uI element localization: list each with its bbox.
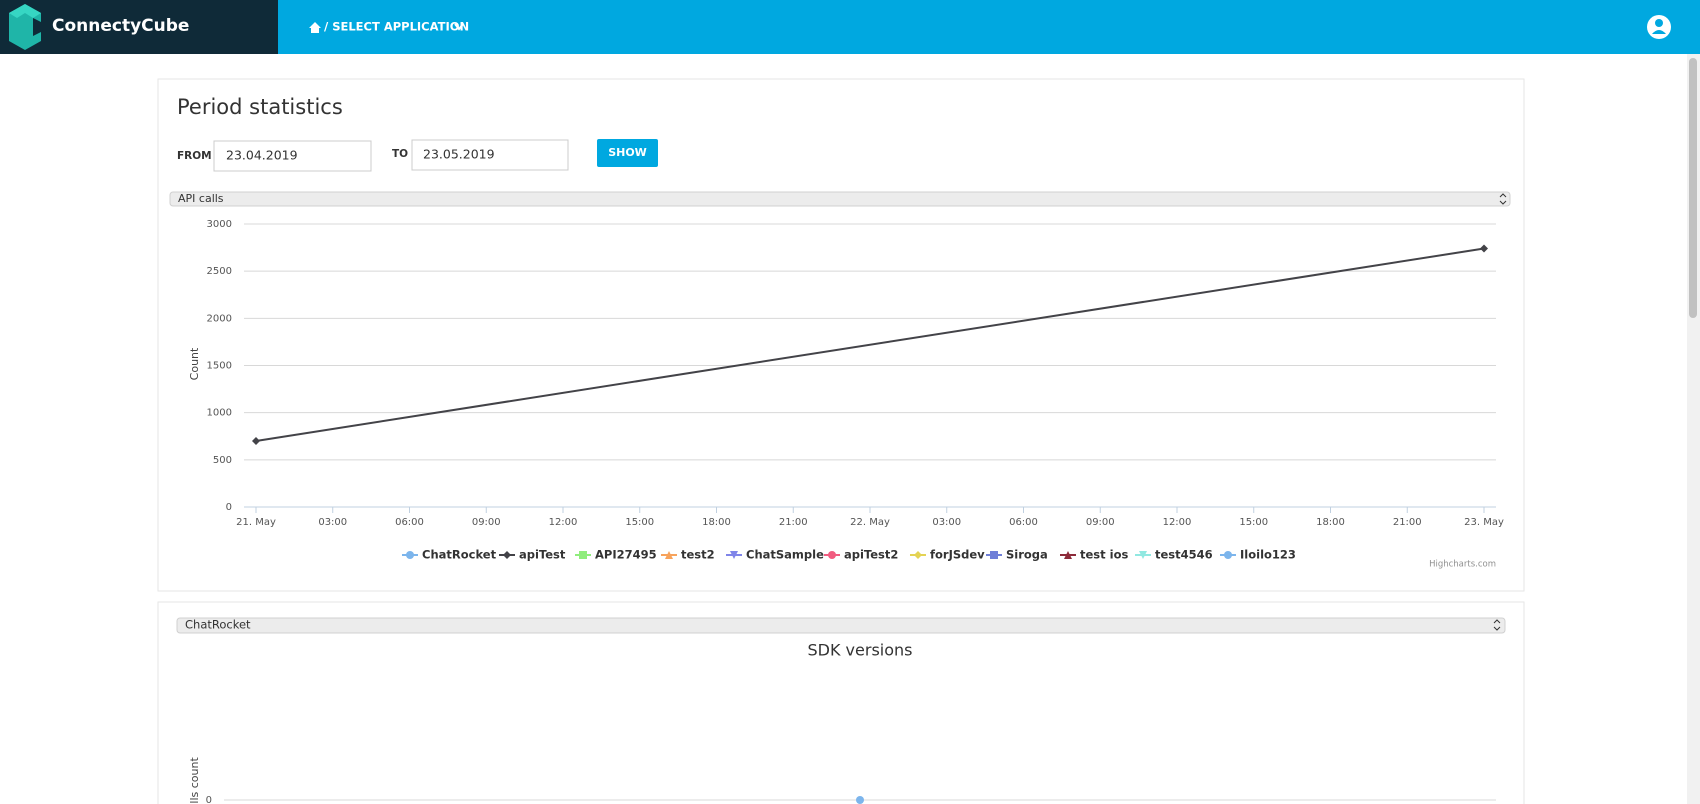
marker	[1139, 551, 1147, 559]
legend-entry[interactable]: ChatRocket	[422, 548, 497, 562]
y-tick-label: 3000	[207, 219, 232, 230]
x-tick-label: 09:00	[1086, 517, 1115, 528]
y-axis-label: Count	[188, 347, 201, 380]
x-tick-label: 06:00	[1009, 517, 1038, 528]
y-tick-label: 0	[206, 795, 212, 804]
legend-entry[interactable]: test2	[681, 548, 715, 562]
app-select[interactable]	[176, 617, 1506, 634]
user-icon-head	[1655, 19, 1663, 27]
x-tick-label: 06:00	[395, 517, 424, 528]
marker	[730, 551, 738, 559]
x-tick-label: 15:00	[1239, 517, 1268, 528]
y-tick-label: 500	[213, 455, 232, 466]
user-icon-body	[1652, 30, 1666, 34]
to-value: 23.05.2019	[423, 147, 495, 162]
select-arrows	[1493, 619, 1501, 631]
legend-entry[interactable]: apiTest2	[844, 548, 898, 562]
panel-title: Period statistics	[177, 95, 343, 119]
legend-entry[interactable]: test ios	[1080, 548, 1128, 562]
legend-entry[interactable]: ChatSample	[746, 548, 824, 562]
x-tick-label: 03:00	[318, 517, 347, 528]
x-tick-label: 03:00	[932, 517, 961, 528]
to-input[interactable]	[411, 139, 569, 171]
stats-panel	[157, 78, 1525, 592]
marker	[1064, 551, 1072, 559]
show-button[interactable]	[597, 139, 658, 167]
brand-area	[0, 0, 278, 54]
metric-select-value: API calls	[178, 192, 224, 205]
legend-entry[interactable]: Iloilo123	[1240, 548, 1296, 562]
from-input[interactable]	[213, 140, 372, 172]
marker	[579, 551, 587, 559]
marker	[856, 796, 864, 804]
x-tick-label: 18:00	[702, 517, 731, 528]
from-value: 23.04.2019	[226, 148, 298, 163]
y-tick-label: 0	[226, 502, 232, 513]
x-tick-label: 21:00	[779, 517, 808, 528]
marker	[914, 551, 922, 559]
marker	[1480, 244, 1488, 253]
top-bar	[0, 0, 1700, 54]
chart-title: SDK versions	[808, 641, 913, 660]
marker	[406, 551, 414, 559]
x-tick-label: 09:00	[472, 517, 501, 528]
x-tick-label: 12:00	[1163, 517, 1192, 528]
credit: Highcharts.com	[1429, 560, 1496, 570]
y-tick-label: 1000	[207, 408, 232, 419]
y-tick-label: 1500	[207, 361, 232, 372]
chevron[interactable]	[454, 23, 464, 31]
marker	[828, 551, 836, 559]
x-tick-label: 21:00	[1393, 517, 1422, 528]
series-line	[255, 247, 1485, 442]
marker	[665, 551, 673, 559]
sdk-panel	[157, 601, 1525, 804]
brand: ConnectyCube	[52, 16, 189, 36]
legend-entry[interactable]: apiTest	[519, 548, 566, 562]
breadcrumb[interactable]: / SELECT APPLICATION	[324, 20, 469, 34]
logo	[9, 4, 41, 50]
x-tick-label: 23. May	[1464, 517, 1504, 528]
x-tick-label: 18:00	[1316, 517, 1345, 528]
y-tick-label: 2000	[207, 313, 232, 324]
y-axis-label: Calls count	[188, 757, 201, 804]
y-tick-label: 2500	[207, 266, 232, 277]
marker	[503, 551, 511, 559]
x-tick-label: 22. May	[850, 517, 890, 528]
show-button-label: SHOW	[608, 146, 647, 159]
to-label: TO	[392, 148, 408, 160]
app-select-value: ChatRocket	[185, 618, 251, 632]
from-label: FROM	[177, 150, 212, 162]
legend-entry[interactable]: Siroga	[1006, 548, 1048, 562]
home-icon[interactable]	[309, 22, 321, 33]
legend-entry[interactable]: forJSdev	[930, 548, 985, 562]
legend-entry[interactable]: test4546	[1155, 548, 1213, 562]
select-arrows	[1499, 193, 1507, 205]
marker	[990, 551, 998, 559]
legend-entry[interactable]: API27495	[595, 548, 657, 562]
metric-select[interactable]	[169, 191, 1511, 207]
x-tick-label: 12:00	[549, 517, 578, 528]
scrollbar-thumb[interactable]	[1689, 58, 1697, 318]
marker	[252, 436, 260, 445]
x-tick-label: 15:00	[625, 517, 654, 528]
marker	[1224, 551, 1232, 559]
x-tick-label: 21. May	[236, 517, 276, 528]
